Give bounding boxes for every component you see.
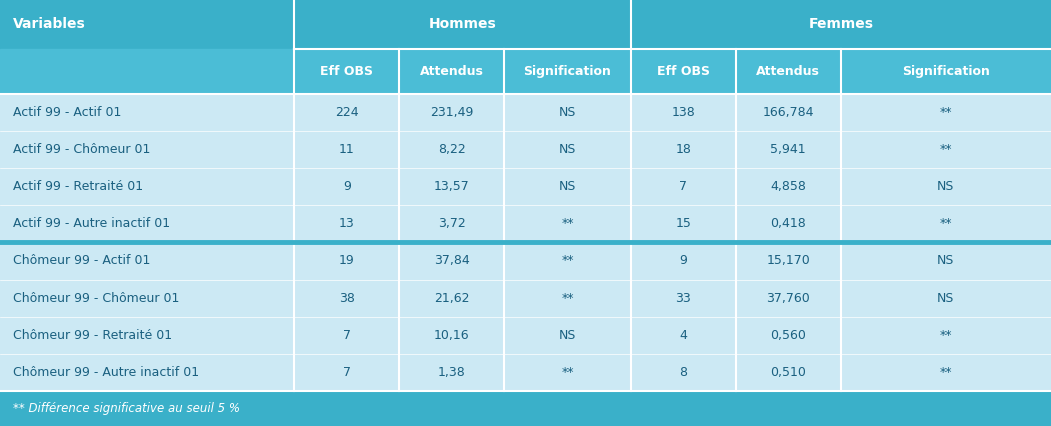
Bar: [0, 94, 1051, 131]
Text: **: **: [940, 329, 952, 342]
Text: 0,560: 0,560: [770, 329, 806, 342]
Text: Chômeur 99 - Actif 01: Chômeur 99 - Actif 01: [13, 254, 150, 268]
Text: ** Différence significative au seuil 5 %: ** Différence significative au seuil 5 %: [13, 402, 240, 415]
Text: NS: NS: [559, 329, 576, 342]
Text: Eff OBS: Eff OBS: [657, 65, 709, 78]
Text: **: **: [940, 143, 952, 156]
Text: Attendus: Attendus: [420, 65, 483, 78]
Text: 37,84: 37,84: [434, 254, 470, 268]
Bar: [0, 49, 1051, 94]
Bar: [0, 279, 1051, 317]
Text: Actif 99 - Retraité 01: Actif 99 - Retraité 01: [13, 180, 143, 193]
Text: Chômeur 99 - Retraité 01: Chômeur 99 - Retraité 01: [13, 329, 171, 342]
Text: 4: 4: [679, 329, 687, 342]
Bar: [0, 391, 1051, 426]
Text: 138: 138: [672, 106, 695, 119]
Text: NS: NS: [559, 180, 576, 193]
Text: 9: 9: [679, 254, 687, 268]
Text: **: **: [940, 217, 952, 230]
Text: NS: NS: [559, 106, 576, 119]
Text: Attendus: Attendus: [757, 65, 820, 78]
Text: Hommes: Hommes: [429, 17, 496, 32]
Bar: [0, 317, 1051, 354]
Text: Signification: Signification: [523, 65, 612, 78]
Bar: [0, 0, 1051, 49]
Bar: [0, 168, 1051, 205]
Text: Variables: Variables: [13, 17, 85, 32]
Text: 9: 9: [343, 180, 351, 193]
Text: 5,941: 5,941: [770, 143, 806, 156]
Text: 8: 8: [679, 366, 687, 379]
Text: 37,760: 37,760: [766, 292, 810, 305]
Text: Femmes: Femmes: [808, 17, 873, 32]
Text: NS: NS: [937, 254, 954, 268]
Text: 19: 19: [339, 254, 354, 268]
Text: 33: 33: [676, 292, 691, 305]
Text: **: **: [940, 106, 952, 119]
Text: 13,57: 13,57: [434, 180, 470, 193]
Text: Signification: Signification: [902, 65, 990, 78]
Text: 8,22: 8,22: [438, 143, 466, 156]
Text: 166,784: 166,784: [762, 106, 815, 119]
Text: 10,16: 10,16: [434, 329, 470, 342]
Text: 18: 18: [675, 143, 692, 156]
Text: **: **: [561, 217, 574, 230]
Bar: [0, 131, 1051, 168]
Text: **: **: [561, 366, 574, 379]
Text: 0,510: 0,510: [770, 366, 806, 379]
Text: 0,418: 0,418: [770, 217, 806, 230]
Bar: [0, 205, 1051, 242]
Text: 7: 7: [343, 329, 351, 342]
Text: NS: NS: [559, 143, 576, 156]
Bar: [0, 354, 1051, 391]
Text: 1,38: 1,38: [438, 366, 466, 379]
Text: NS: NS: [937, 180, 954, 193]
Text: Chômeur 99 - Autre inactif 01: Chômeur 99 - Autre inactif 01: [13, 366, 199, 379]
Text: Actif 99 - Actif 01: Actif 99 - Actif 01: [13, 106, 121, 119]
Text: 4,858: 4,858: [770, 180, 806, 193]
Text: 15,170: 15,170: [766, 254, 810, 268]
Text: 13: 13: [339, 217, 354, 230]
Text: NS: NS: [937, 292, 954, 305]
Text: **: **: [940, 366, 952, 379]
Text: 224: 224: [335, 106, 358, 119]
Text: Eff OBS: Eff OBS: [321, 65, 373, 78]
Text: 15: 15: [675, 217, 692, 230]
Text: 7: 7: [679, 180, 687, 193]
Text: **: **: [561, 254, 574, 268]
Text: 231,49: 231,49: [430, 106, 474, 119]
Text: 7: 7: [343, 366, 351, 379]
Text: 3,72: 3,72: [438, 217, 466, 230]
Text: Actif 99 - Autre inactif 01: Actif 99 - Autre inactif 01: [13, 217, 170, 230]
Text: Actif 99 - Chômeur 01: Actif 99 - Chômeur 01: [13, 143, 150, 156]
Text: 21,62: 21,62: [434, 292, 470, 305]
Text: 38: 38: [338, 292, 355, 305]
Text: **: **: [561, 292, 574, 305]
Text: Chômeur 99 - Chômeur 01: Chômeur 99 - Chômeur 01: [13, 292, 179, 305]
Bar: [0, 242, 1051, 279]
Text: 11: 11: [339, 143, 354, 156]
